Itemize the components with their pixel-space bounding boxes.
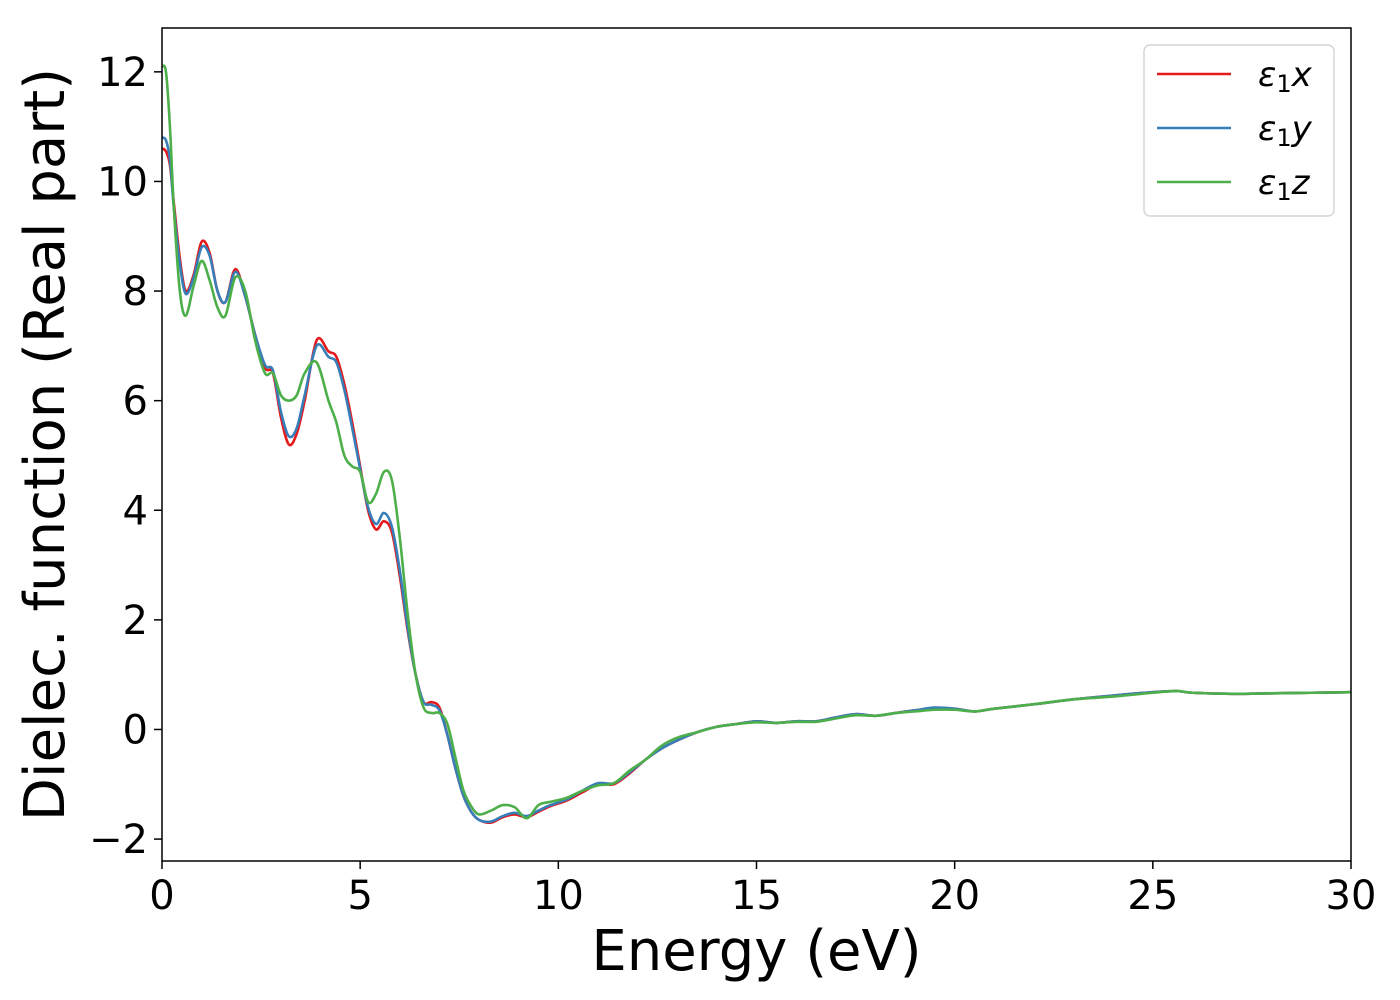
y-tick-label: 10 (97, 159, 148, 205)
legend-box (1143, 44, 1335, 217)
y-axis-label: Dielec. function (Real part) (13, 68, 78, 821)
legend-label-z: ε1z (1258, 163, 1311, 206)
x-tick-label: 10 (533, 873, 584, 919)
y-tick-label: 2 (123, 598, 148, 644)
x-tick-label: 0 (149, 873, 174, 919)
x-tick-label: 5 (347, 873, 372, 919)
y-tick-label: 8 (123, 269, 148, 315)
x-tick-label: 15 (731, 873, 782, 919)
x-tick-label: 30 (1326, 873, 1377, 919)
y-tick-label: 12 (97, 50, 148, 96)
y-tick-label: −2 (89, 817, 148, 863)
series-line-y (162, 136, 1351, 824)
y-tick-label: 4 (123, 488, 148, 534)
series-layer (162, 64, 1351, 825)
y-tick-label: 0 (123, 707, 148, 753)
y-tick-label: 6 (123, 379, 148, 425)
legend-label-x: ε1x (1258, 55, 1313, 98)
x-axis-ticks: 0 5 10 15 20 25 30 (149, 861, 1376, 919)
series-line-z (162, 64, 1351, 820)
y-axis-ticks: −2 0 2 4 6 8 10 12 (89, 50, 162, 863)
x-axis-label: Energy (eV) (591, 919, 921, 984)
x-tick-label: 20 (929, 873, 980, 919)
x-tick-label: 25 (1127, 873, 1178, 919)
legend-label-y: ε1y (1258, 109, 1313, 152)
legend: ε1x ε1y ε1z (1143, 44, 1335, 217)
